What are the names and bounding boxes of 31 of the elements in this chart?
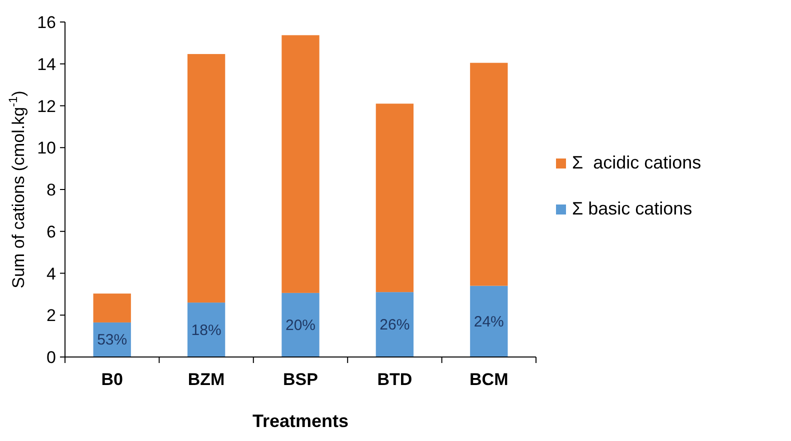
legend-label: Σ acidic cations: [572, 152, 702, 172]
bar: [376, 104, 414, 292]
x-tick-label: B0: [101, 370, 123, 389]
annotation: 26%: [380, 316, 410, 334]
bar: [93, 294, 131, 322]
y-tick-label: 10: [37, 138, 56, 158]
y-tick-label: 12: [37, 96, 56, 116]
annotation: 24%: [474, 313, 504, 330]
x-axis-title: Treatments: [252, 411, 349, 431]
annotation: 18%: [191, 322, 222, 339]
x-tick-label: BCM: [470, 370, 508, 389]
y-tick-label: 8: [46, 180, 56, 200]
y-tick-label: 2: [46, 306, 56, 326]
y-tick-label: 6: [46, 222, 56, 242]
y-tick-label: 16: [37, 13, 56, 32]
annotation: 20%: [285, 316, 316, 334]
x-tick-label: BSP: [283, 370, 318, 389]
y-tick-label: 0: [46, 348, 56, 367]
bar: [282, 35, 320, 293]
annotation: 53%: [97, 332, 128, 349]
bar: [376, 292, 414, 357]
bar: [282, 292, 320, 357]
bar: [470, 286, 508, 357]
bar: [187, 302, 226, 357]
x-tick-label: BZM: [188, 370, 225, 389]
x-tick-label: BTD: [377, 370, 412, 389]
y-tick-label: 14: [37, 54, 56, 74]
legend-label: Σ basic cations: [572, 198, 692, 218]
bar: [470, 62, 508, 286]
y-tick-label: 4: [46, 264, 56, 284]
bar: [187, 54, 226, 303]
